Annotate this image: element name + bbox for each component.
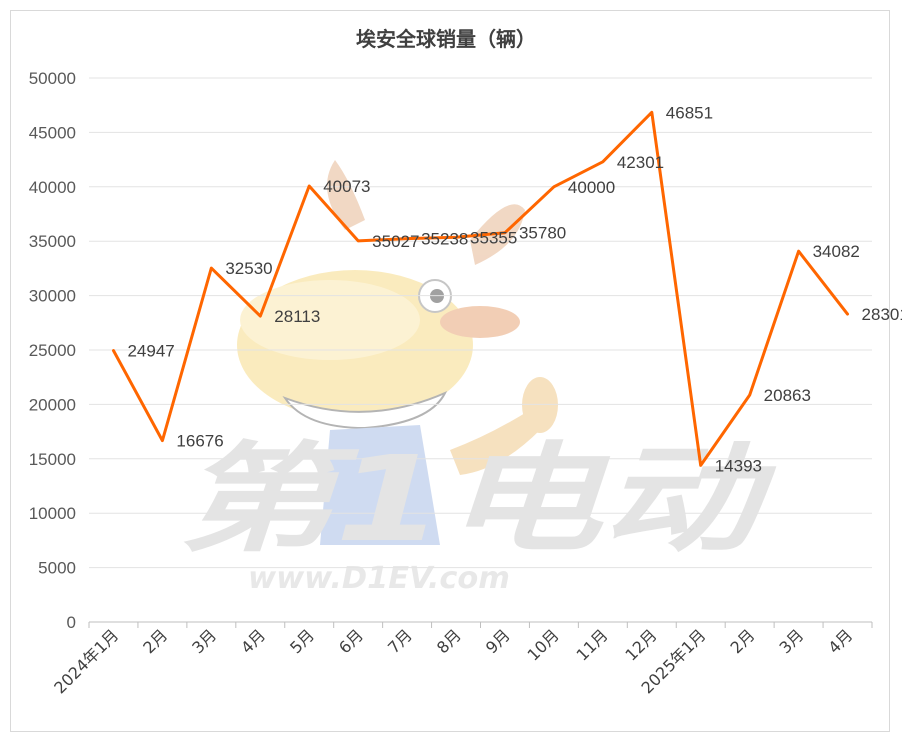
y-tick-label: 45000 — [29, 123, 76, 142]
watermark-main-text: 第1电动 — [178, 430, 777, 568]
x-tick-label: 2月 — [727, 625, 759, 657]
data-label: 35355 — [470, 228, 517, 247]
chart-title: 埃安全球销量（辆） — [356, 27, 536, 51]
y-tick-label: 35000 — [29, 232, 76, 251]
x-tick-label: 4月 — [824, 625, 856, 657]
y-tick-label: 25000 — [29, 341, 76, 360]
series-line — [112, 110, 849, 467]
y-tick-label: 10000 — [29, 504, 76, 523]
y-tick-label: 0 — [67, 613, 76, 632]
y-axis-tick-labels: 0 5000 10000 15000 20000 25000 30000 35000 40000… — [29, 69, 76, 632]
data-label: 35780 — [519, 224, 566, 243]
x-tick-label: 2024年1月 — [50, 625, 122, 697]
x-tick-label: 5月 — [286, 625, 318, 657]
mascot-deer-icon — [237, 160, 558, 545]
x-tick-label: 7月 — [384, 625, 416, 657]
x-tick-label: 3月 — [188, 625, 220, 657]
y-tick-label: 15000 — [29, 450, 76, 469]
y-tick-label: 30000 — [29, 287, 76, 306]
data-label: 40073 — [323, 177, 370, 196]
x-tick-label: 2月 — [139, 625, 171, 657]
y-tick-label: 40000 — [29, 178, 76, 197]
data-label: 16676 — [176, 432, 223, 451]
data-label: 14393 — [715, 456, 762, 475]
x-axis — [88, 621, 873, 628]
data-label: 24947 — [127, 342, 174, 361]
x-tick-label: 9月 — [482, 625, 514, 657]
watermark: 第1电动 www.D1EV.com — [178, 160, 777, 596]
y-tick-label: 20000 — [29, 395, 76, 414]
y-tick-label: 5000 — [38, 559, 76, 578]
y-tick-label: 50000 — [29, 69, 76, 88]
x-tick-label: 11月 — [573, 625, 612, 664]
data-label: 28113 — [274, 307, 320, 326]
data-label: 32530 — [225, 259, 272, 278]
data-label: 35238 — [421, 230, 468, 249]
x-tick-label: 3月 — [775, 625, 807, 657]
series-polyline — [112, 110, 849, 467]
data-label: 20863 — [764, 386, 811, 405]
data-label: 34082 — [813, 242, 860, 261]
data-label: 28301 — [862, 305, 902, 324]
data-label: 40000 — [568, 178, 615, 197]
x-tick-label: 6月 — [335, 625, 367, 657]
data-label: 35027 — [372, 232, 419, 251]
x-tick-label: 8月 — [433, 625, 465, 657]
x-tick-label: 12月 — [621, 625, 660, 664]
data-labels: 24947 16676 32530 28113 40073 35027 35238 35355… — [127, 103, 902, 475]
watermark-url-text: www.D1EV.com — [248, 561, 510, 596]
x-tick-label: 4月 — [237, 625, 269, 657]
data-label: 42301 — [617, 153, 664, 172]
data-label: 46851 — [666, 103, 713, 122]
x-tick-label: 10月 — [524, 625, 563, 664]
